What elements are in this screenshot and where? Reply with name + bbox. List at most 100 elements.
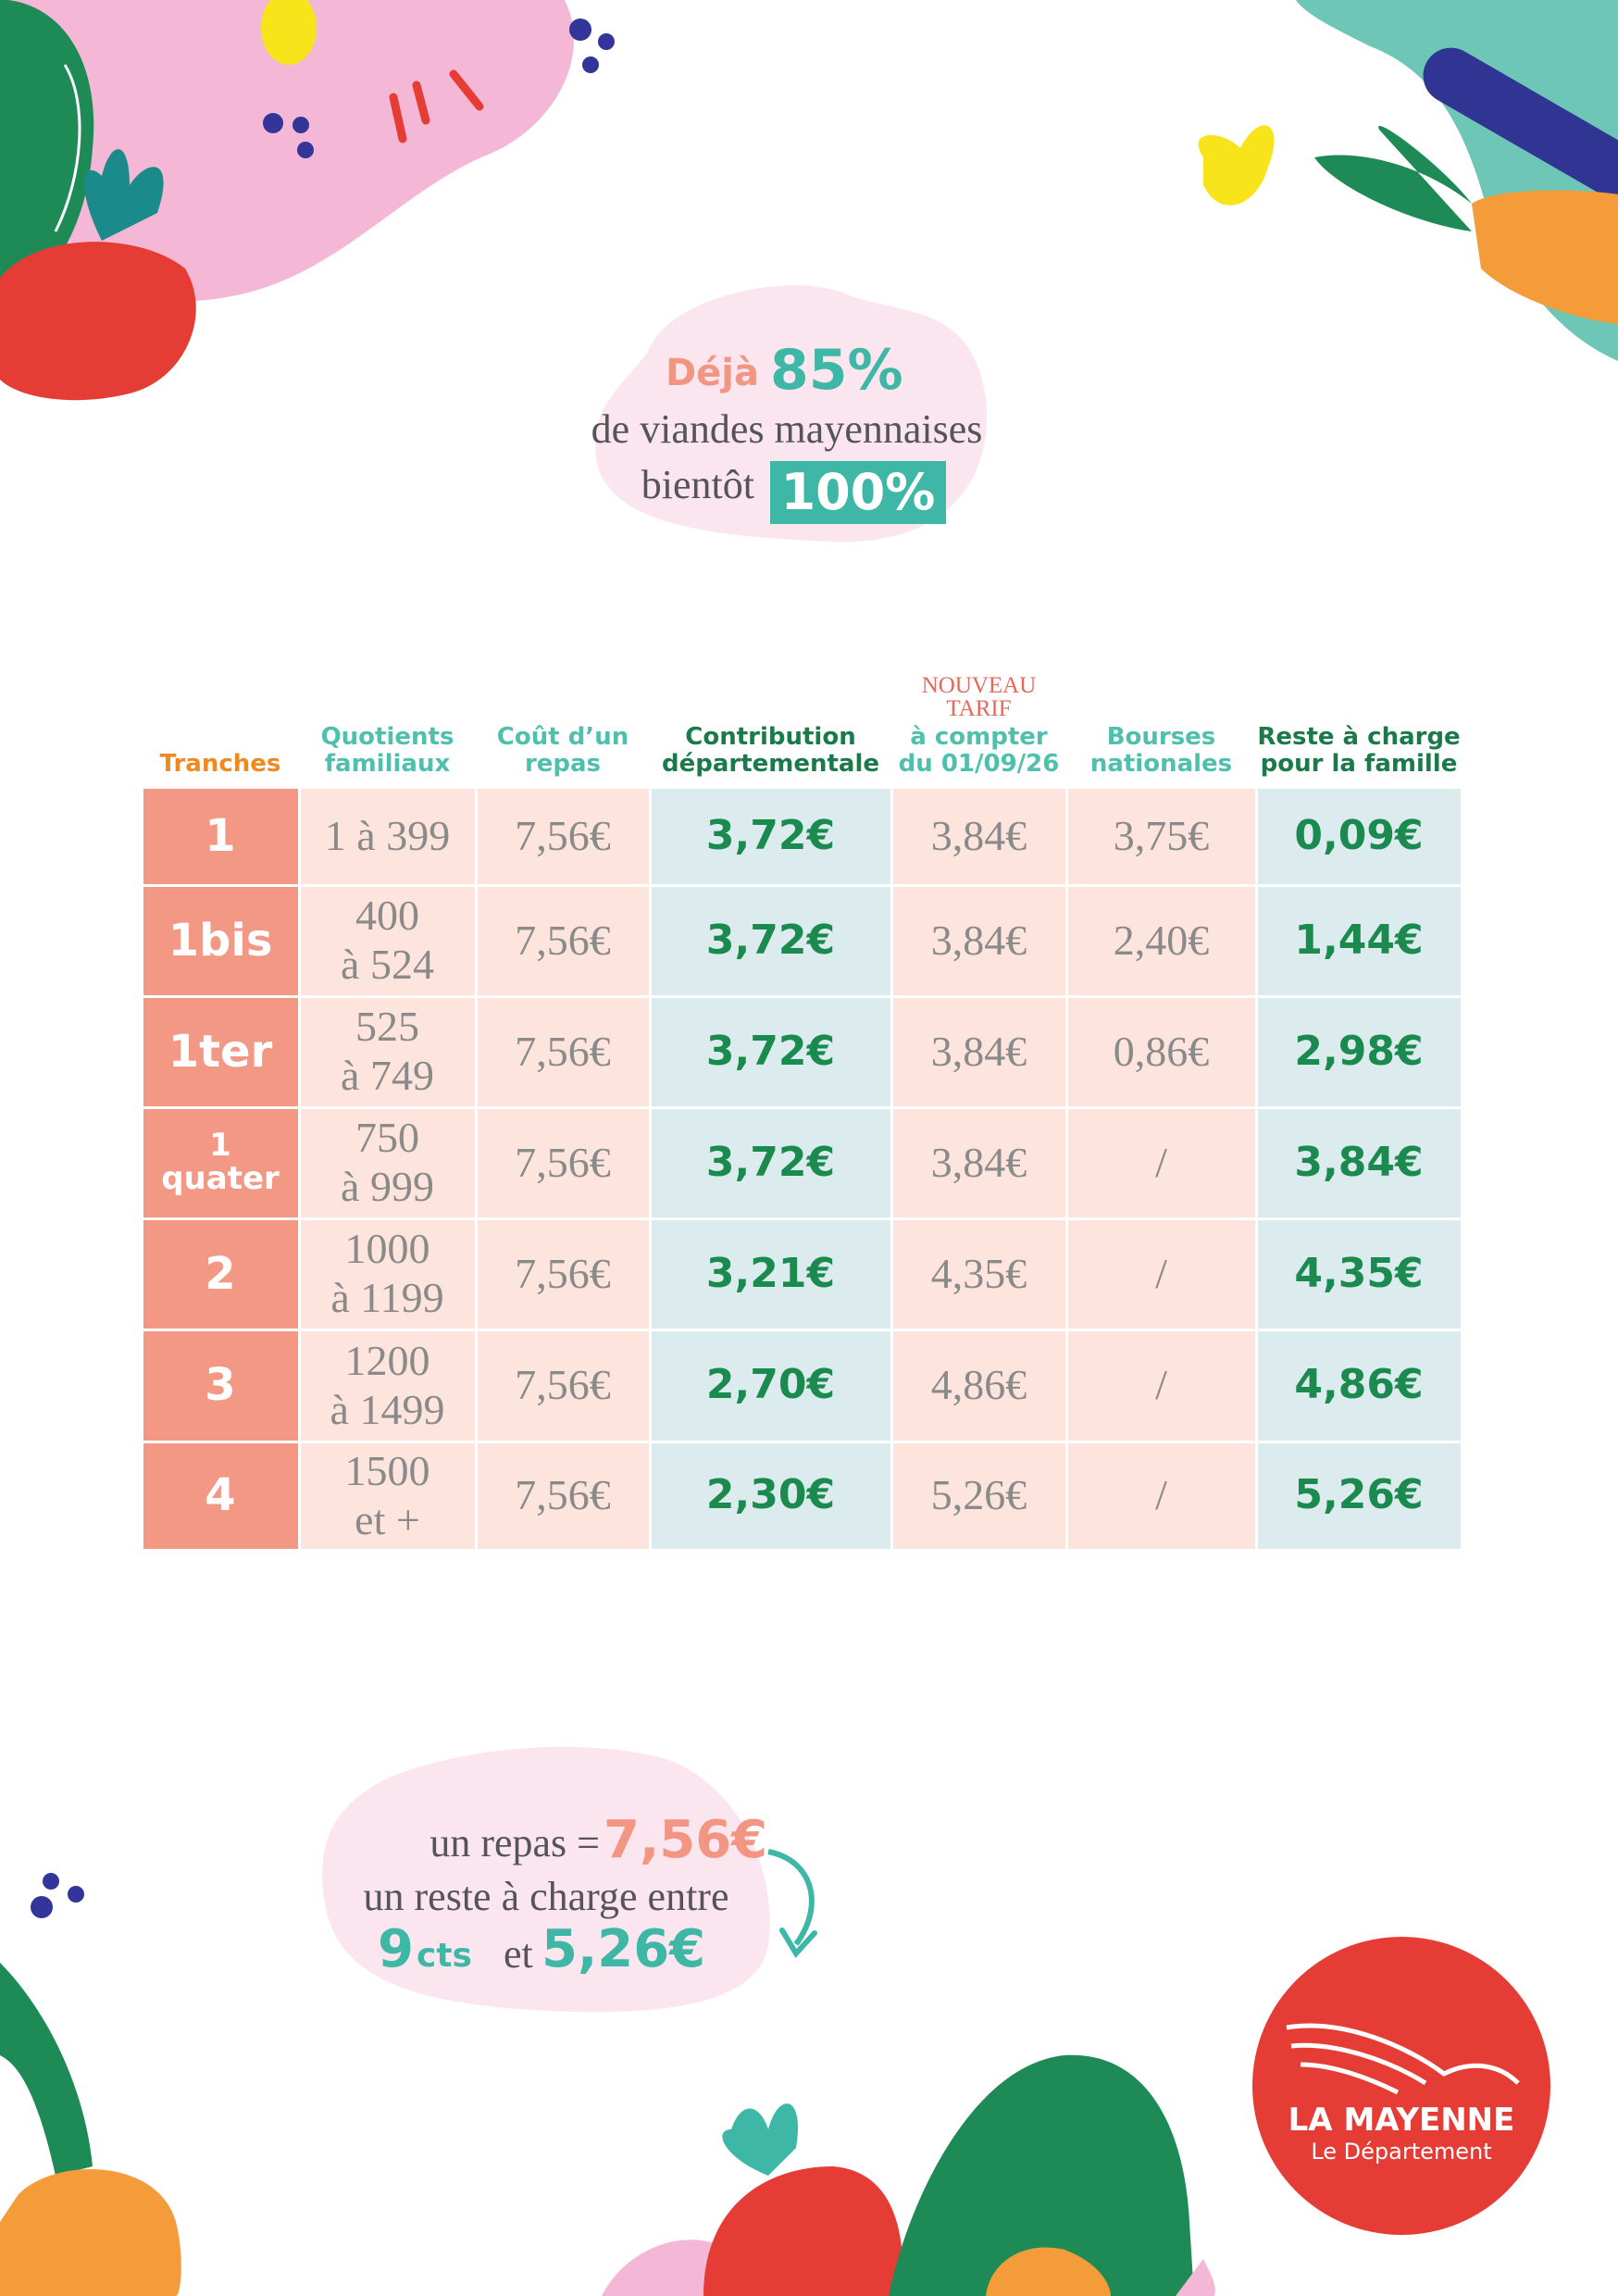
tranche-cell: 1bis	[143, 886, 298, 995]
table-cell: /	[1067, 1330, 1255, 1441]
table-cell: 3,84€	[892, 1108, 1065, 1217]
table-cell: 7,56€	[477, 1219, 649, 1329]
carrot	[0, 2168, 181, 2296]
table-cell: 3,72€	[651, 886, 890, 995]
table-cell: 3,84€	[1257, 1108, 1461, 1217]
table-cell: /	[1067, 1442, 1255, 1549]
tranche-cell: 2	[143, 1219, 298, 1329]
tranche-cell: 1ter	[143, 997, 298, 1106]
header-line: de viandes mayennaises	[591, 406, 983, 452]
column-header: à compter du 01/09/26	[898, 722, 1060, 778]
dot	[598, 33, 615, 50]
dot	[297, 142, 314, 158]
table-cell: 2,98€	[1257, 997, 1461, 1106]
table-cell: 3,72€	[651, 788, 890, 884]
carrot-leaves	[0, 1963, 93, 2176]
tomato-leaf	[722, 2103, 799, 2176]
table-cell: 525 à 749	[300, 997, 475, 1106]
table-cell: 0,09€	[1257, 788, 1461, 884]
min-value: 9	[378, 1919, 414, 1979]
table-cell: 3,84€	[892, 997, 1065, 1106]
table-cell: 7,56€	[477, 997, 649, 1106]
tomato-leaf	[84, 149, 164, 241]
and: et	[504, 1931, 533, 1977]
logo-horse	[1286, 2023, 1520, 2095]
tranche-cell: 1 quater	[143, 1108, 298, 1217]
table-cell: 3,72€	[651, 1108, 890, 1217]
tomato	[703, 2166, 903, 2296]
soon: bientôt	[641, 462, 754, 507]
table-cell: 1200 à 1499	[300, 1330, 475, 1441]
table-cell: /	[1067, 1108, 1255, 1217]
table-cell: 3,84€	[892, 886, 1065, 995]
table-cell: 3,75€	[1067, 788, 1255, 884]
percent-now: 85%	[770, 338, 903, 403]
footer-blob	[322, 1746, 770, 2013]
dot	[292, 117, 309, 133]
dot	[582, 56, 599, 73]
meal-price: 7,56€	[604, 1810, 768, 1870]
table-cell: 7,56€	[477, 1442, 649, 1549]
table-cell: 3,84€	[892, 788, 1065, 884]
table-cell: 4,86€	[892, 1330, 1065, 1441]
tranche-cell: 1	[143, 788, 298, 884]
dot	[263, 113, 283, 133]
table-cell: 400 à 524	[300, 886, 475, 995]
logo-subtitle: Le Département	[1311, 2139, 1492, 2165]
deja: Déjà	[665, 352, 759, 394]
table-cell: 7,56€	[477, 1108, 649, 1217]
table-cell: 2,70€	[651, 1330, 890, 1441]
blue-stick	[1423, 47, 1618, 196]
table-cell: 5,26€	[892, 1442, 1065, 1549]
table-cell: 0,86€	[1067, 997, 1255, 1106]
dashes	[389, 69, 484, 144]
table-cell: 5,26€	[1257, 1442, 1461, 1549]
table-cell: 7,56€	[477, 886, 649, 995]
table-cell: 1 à 399	[300, 788, 475, 884]
yellow-bean	[1198, 125, 1275, 206]
new-rate-note: NOUVEAU TARIF	[921, 673, 1037, 721]
avocado-line	[54, 64, 81, 232]
carrot-leaves	[1314, 126, 1472, 231]
highlight-box	[770, 461, 946, 524]
table-cell: 4,86€	[1257, 1330, 1461, 1441]
logo-name: LA MAYENNE	[1288, 2102, 1515, 2139]
table-cell: 1500 et +	[300, 1442, 475, 1549]
table-cell: 1000 à 1199	[300, 1219, 475, 1329]
column-header: Contribution départementale	[661, 722, 880, 778]
tomato	[0, 242, 196, 401]
meal-label: un repas =	[429, 1820, 600, 1866]
table-cell: 7,56€	[477, 788, 649, 884]
max-value: 5,26€	[541, 1919, 706, 1979]
column-header: Tranches	[159, 749, 281, 778]
tranche-cell: 4	[143, 1442, 298, 1549]
table-cell: 3,72€	[651, 997, 890, 1106]
pink-blob	[0, 0, 574, 302]
table-cell: 3,21€	[651, 1219, 890, 1329]
table-cell: 1,44€	[1257, 886, 1461, 995]
dot	[31, 1896, 53, 1918]
range-text: un reste à charge entre	[363, 1874, 729, 1919]
logo-circle	[1252, 1937, 1550, 2235]
tranche-cell: 3	[143, 1330, 298, 1441]
arrow-head	[779, 1928, 817, 1959]
min-unit: cts	[417, 1937, 472, 1975]
dot	[569, 19, 591, 41]
percent-soon: 100%	[780, 463, 936, 521]
avocado	[889, 2054, 1194, 2296]
table-cell: /	[1067, 1219, 1255, 1329]
table-cell: 7,56€	[477, 1330, 649, 1441]
table-cell: 750 à 999	[300, 1108, 475, 1217]
pink-blob	[1176, 2259, 1215, 2296]
dot	[68, 1886, 84, 1903]
column-header: Reste à charge pour la famille	[1257, 722, 1461, 778]
arrow	[767, 1849, 815, 1946]
yellow-bean	[261, 0, 317, 65]
dot	[43, 1873, 59, 1890]
table-cell: 2,30€	[651, 1442, 890, 1549]
table-cell: 4,35€	[892, 1219, 1065, 1329]
column-header: Bourses nationales	[1089, 722, 1233, 778]
carrot	[1472, 190, 1618, 324]
